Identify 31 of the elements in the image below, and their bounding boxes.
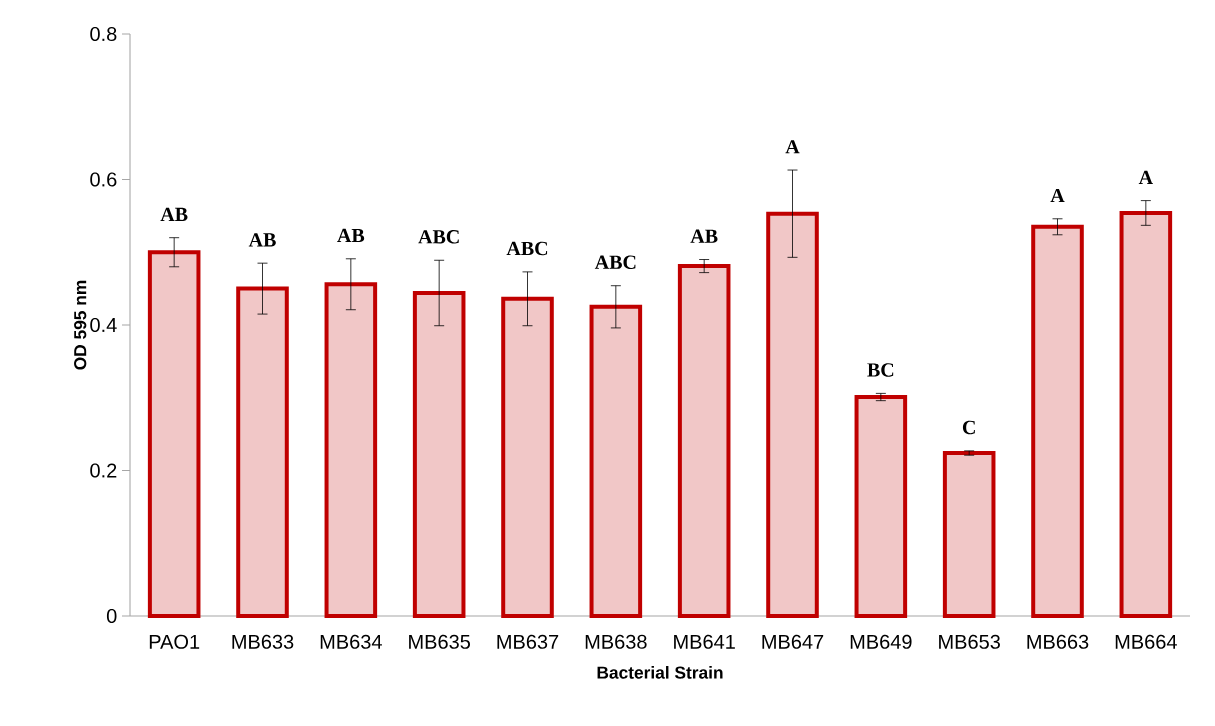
x-tick-label: MB649: [850, 634, 912, 649]
annotation: BC: [867, 363, 894, 377]
x-tick-label: MB637: [497, 634, 559, 649]
x-tick-label: MB663: [1027, 634, 1089, 649]
x-axis-title: Bacterial Strain: [597, 666, 723, 679]
y-tick-label: 0: [106, 608, 117, 624]
y-tick-label: 0.4: [90, 317, 117, 333]
y-tick-label: 0.2: [90, 463, 117, 478]
x-tick-label: MB641: [674, 634, 735, 649]
y-tick-label: 0.6: [90, 172, 117, 187]
x-tick-label: PAO1: [149, 634, 200, 649]
annotation: A: [1138, 170, 1153, 184]
y-tick-label: 0.8: [90, 26, 117, 42]
x-tick-label: MB638: [585, 634, 647, 649]
x-tick-label: MB633: [232, 634, 294, 649]
x-tick-label: MB664: [1115, 634, 1177, 649]
annotation: AB: [337, 228, 365, 243]
x-tick-label: MB635: [409, 634, 471, 649]
x-tick-label: MB653: [939, 634, 1000, 649]
annotation: AB: [160, 207, 188, 221]
annotation: ABC: [418, 230, 459, 244]
x-tick-label: MB647: [762, 634, 824, 649]
annotation: A: [1050, 188, 1065, 203]
annotation: ABC: [506, 241, 548, 256]
annotation: A: [785, 140, 800, 154]
annotation: AB: [690, 229, 718, 243]
y-axis-title: OD 595 nm: [74, 280, 87, 370]
annotation: C: [962, 420, 975, 435]
annotation: AB: [248, 233, 276, 247]
x-tick-label: MB634: [320, 634, 382, 649]
annotation: ABC: [594, 255, 636, 269]
